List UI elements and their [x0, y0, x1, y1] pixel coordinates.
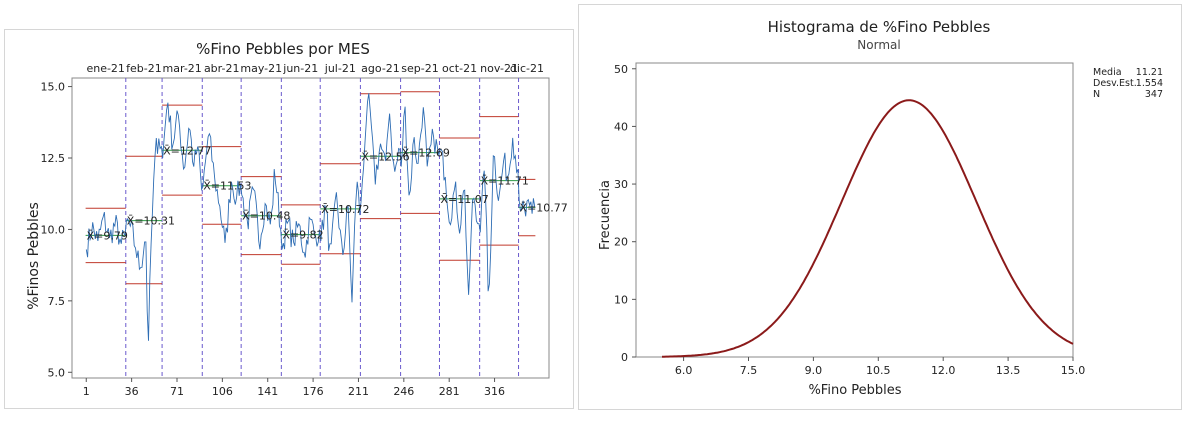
stage-label: may-21: [240, 62, 282, 75]
x-tick-label: 12.0: [931, 364, 956, 377]
stage-label: jul-21: [324, 62, 356, 75]
stage-label: ene-21: [86, 62, 124, 75]
y-tick-label: 20: [614, 236, 628, 249]
y-tick-label: 0: [621, 351, 628, 364]
x-tick-label: 246: [393, 385, 414, 398]
x-tick-label: 36: [125, 385, 139, 398]
y-tick-label: 50: [614, 63, 628, 76]
y-tick-label: 5.0: [48, 366, 66, 379]
x-tick-label: 15.0: [1061, 364, 1086, 377]
histogram-chart: Histograma de %Fino Pebbles Normal Frecu…: [598, 18, 1163, 398]
y-tick-label: 10: [614, 293, 628, 306]
control-chart-plot-area: 5.0 7.5 10.0 12.5 15.0 1 36 71 106 141 176 211 246 28…: [41, 62, 568, 398]
stage-label: feb-21: [126, 62, 162, 75]
y-tick-label: 30: [614, 178, 628, 191]
x-tick-label: 141: [257, 385, 278, 398]
mean-label: X̄=11.07: [440, 193, 488, 206]
mean-label: X̄=11.71: [481, 175, 529, 188]
x-tick-label: 71: [170, 385, 184, 398]
control-chart-title: %Fino Pebbles por MES: [196, 40, 370, 58]
plot-frame: [635, 62, 1074, 358]
x-tick-label: 281: [439, 385, 460, 398]
stage-label: abr-21: [204, 62, 240, 75]
y-tick-label: 40: [614, 120, 628, 133]
stat-value: 347: [1145, 89, 1163, 100]
stat-label: Media: [1093, 67, 1122, 78]
mean-label: X̄=11.53: [203, 180, 251, 193]
control-chart: %Fino Pebbles por MES %Finos Pebbles 5.0…: [26, 40, 568, 398]
data-series-line: [85, 93, 536, 341]
x-tick-label: 9.0: [805, 364, 823, 377]
stat-label: Desv.Est.: [1093, 78, 1137, 89]
stage-label: sep-21: [401, 62, 438, 75]
x-tick-label: 211: [348, 385, 369, 398]
mean-label: X̄=10.48: [242, 210, 290, 223]
x-tick-label: 7.5: [740, 364, 758, 377]
mean-label: X̄=10.72: [321, 203, 369, 216]
y-tick-label: 7.5: [48, 295, 66, 308]
x-tick-label: 10.5: [866, 364, 891, 377]
stat-value: 11.21: [1136, 67, 1163, 78]
stage-label: mar-21: [163, 62, 202, 75]
histogram-subtitle: Normal: [857, 38, 900, 52]
normal-fit-curve: [662, 99, 1074, 358]
control-chart-panel: %Fino Pebbles por MES %Finos Pebbles 5.0…: [4, 29, 574, 409]
stat-value: 1.554: [1136, 78, 1163, 89]
histogram-x-axis-label: %Fino Pebbles: [808, 383, 901, 398]
y-tick-label: 12.5: [41, 152, 66, 165]
stage-label: dic-21: [510, 62, 544, 75]
x-tick-label: 13.5: [996, 364, 1021, 377]
mean-label: X̄=10.31: [127, 215, 175, 228]
histogram-plot-area: 0 10 20 30 40 50 6.0 7.5 9.0 10.5 12.0 13.5 15.0: [614, 62, 1086, 377]
stage-label: ago-21: [361, 62, 400, 75]
stage-label: oct-21: [442, 62, 477, 75]
mean-label: X̄=12.56: [361, 150, 409, 163]
mean-label: X̄=12.77: [163, 144, 211, 157]
mean-label: X̄=9.79: [87, 229, 128, 242]
y-tick-label: 15.0: [41, 81, 66, 94]
plot-frame: [71, 77, 550, 379]
mean-label: X̄=10.77: [520, 201, 568, 214]
x-tick-label: 1: [83, 385, 90, 398]
x-tick-label: 316: [484, 385, 505, 398]
x-tick-label: 6.0: [675, 364, 693, 377]
stat-label: N: [1093, 89, 1100, 100]
histogram-y-axis-label: Frecuencia: [598, 180, 613, 250]
histogram-panel: Histograma de %Fino Pebbles Normal Frecu…: [578, 4, 1182, 410]
x-tick-label: 176: [303, 385, 324, 398]
mean-label: X̄=12.69: [402, 147, 450, 160]
histogram-title: Histograma de %Fino Pebbles: [768, 18, 991, 36]
mean-label: X̄=9.82: [282, 229, 323, 242]
y-tick-label: 10.0: [41, 223, 66, 236]
x-tick-label: 106: [212, 385, 233, 398]
control-chart-y-axis-label: %Finos Pebbles: [26, 202, 42, 310]
stage-label: nov-21: [480, 62, 518, 75]
stage-label: jun-21: [282, 62, 318, 75]
